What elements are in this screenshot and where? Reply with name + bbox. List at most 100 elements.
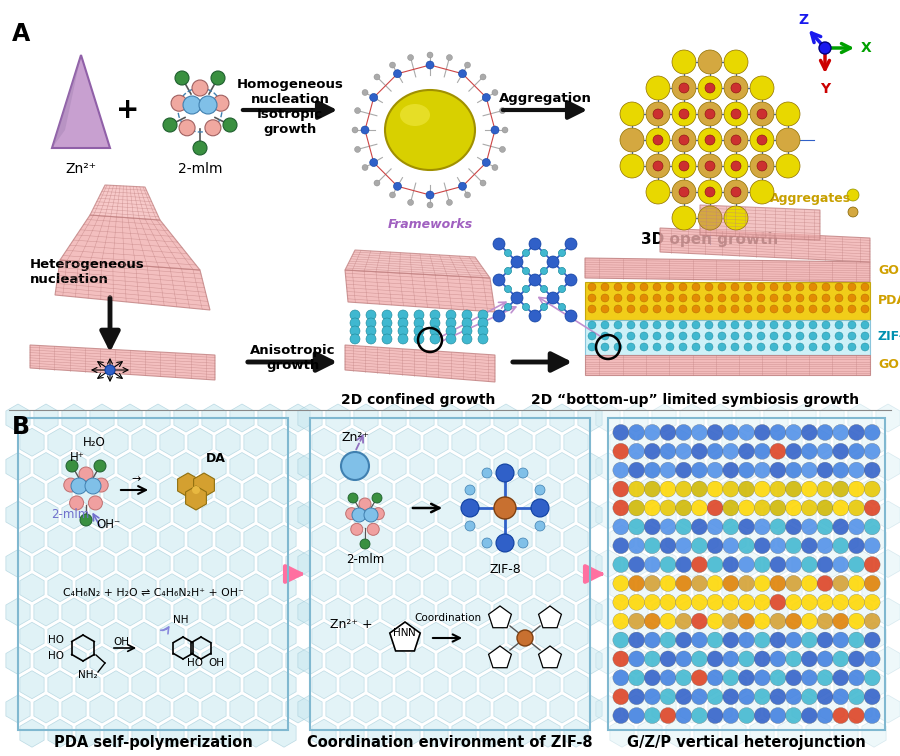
Polygon shape [174, 646, 198, 674]
Circle shape [801, 708, 817, 723]
Circle shape [849, 670, 864, 686]
Polygon shape [610, 574, 634, 602]
Circle shape [770, 321, 778, 329]
Circle shape [809, 332, 817, 340]
Circle shape [676, 632, 692, 648]
Polygon shape [6, 550, 30, 578]
Circle shape [832, 443, 849, 460]
Polygon shape [806, 671, 830, 699]
Circle shape [707, 556, 723, 572]
Polygon shape [708, 550, 732, 578]
Polygon shape [848, 695, 872, 723]
Circle shape [679, 343, 687, 351]
Polygon shape [820, 695, 844, 723]
Circle shape [355, 147, 361, 153]
Polygon shape [185, 486, 206, 510]
Polygon shape [652, 501, 676, 529]
Circle shape [362, 165, 368, 171]
Polygon shape [438, 453, 462, 481]
Polygon shape [174, 695, 198, 723]
Circle shape [601, 294, 609, 302]
Polygon shape [76, 525, 100, 553]
Circle shape [724, 102, 748, 126]
Circle shape [731, 83, 741, 93]
Text: +: + [116, 96, 140, 124]
Circle shape [398, 318, 408, 328]
Circle shape [724, 180, 748, 204]
Polygon shape [298, 501, 322, 529]
Circle shape [430, 326, 440, 336]
Circle shape [613, 424, 629, 441]
Polygon shape [596, 550, 620, 578]
Polygon shape [694, 525, 718, 553]
Polygon shape [666, 671, 690, 699]
Circle shape [796, 283, 804, 291]
Text: GO: GO [878, 358, 899, 371]
Polygon shape [452, 671, 476, 699]
Polygon shape [340, 525, 364, 553]
Circle shape [731, 135, 741, 145]
Polygon shape [424, 574, 448, 602]
Text: Zn²⁺: Zn²⁺ [341, 431, 369, 444]
Circle shape [718, 332, 726, 340]
Circle shape [644, 594, 661, 610]
Polygon shape [272, 525, 296, 553]
Circle shape [786, 594, 802, 610]
Circle shape [783, 283, 791, 291]
Circle shape [744, 283, 752, 291]
Circle shape [676, 613, 692, 629]
Circle shape [832, 519, 849, 534]
Text: N: N [408, 628, 416, 638]
Polygon shape [174, 501, 198, 529]
Circle shape [750, 180, 774, 204]
Circle shape [541, 249, 547, 256]
Polygon shape [722, 574, 746, 602]
Circle shape [707, 594, 723, 610]
Text: NH: NH [173, 615, 189, 625]
Circle shape [480, 180, 486, 186]
Polygon shape [708, 404, 732, 432]
Polygon shape [792, 695, 816, 723]
Circle shape [864, 651, 880, 667]
Polygon shape [160, 525, 184, 553]
Circle shape [783, 305, 791, 313]
Circle shape [640, 294, 648, 302]
Polygon shape [638, 622, 662, 650]
Polygon shape [286, 453, 310, 481]
Circle shape [374, 74, 380, 80]
Circle shape [723, 594, 739, 610]
Circle shape [809, 343, 817, 351]
Polygon shape [848, 501, 872, 529]
Polygon shape [862, 671, 886, 699]
Polygon shape [848, 550, 872, 578]
Circle shape [744, 332, 752, 340]
Circle shape [482, 468, 492, 478]
Polygon shape [585, 355, 870, 375]
Polygon shape [340, 477, 364, 505]
Circle shape [588, 283, 596, 291]
Text: ZIF-8: ZIF-8 [878, 330, 900, 343]
Polygon shape [354, 550, 378, 578]
Polygon shape [466, 598, 490, 626]
Polygon shape [340, 671, 364, 699]
Circle shape [739, 670, 754, 686]
Polygon shape [694, 622, 718, 650]
Polygon shape [298, 550, 322, 578]
Circle shape [783, 294, 791, 302]
Circle shape [817, 594, 833, 610]
Polygon shape [508, 574, 532, 602]
Circle shape [628, 424, 644, 441]
Circle shape [390, 62, 395, 68]
Circle shape [482, 538, 492, 548]
Polygon shape [258, 695, 282, 723]
Circle shape [849, 594, 864, 610]
Circle shape [705, 305, 713, 313]
Text: Coordination: Coordination [414, 613, 482, 623]
Circle shape [628, 519, 644, 534]
Polygon shape [508, 477, 532, 505]
Polygon shape [792, 404, 816, 432]
Circle shape [801, 689, 817, 705]
Polygon shape [354, 404, 378, 432]
Circle shape [739, 575, 754, 591]
Circle shape [352, 508, 366, 522]
